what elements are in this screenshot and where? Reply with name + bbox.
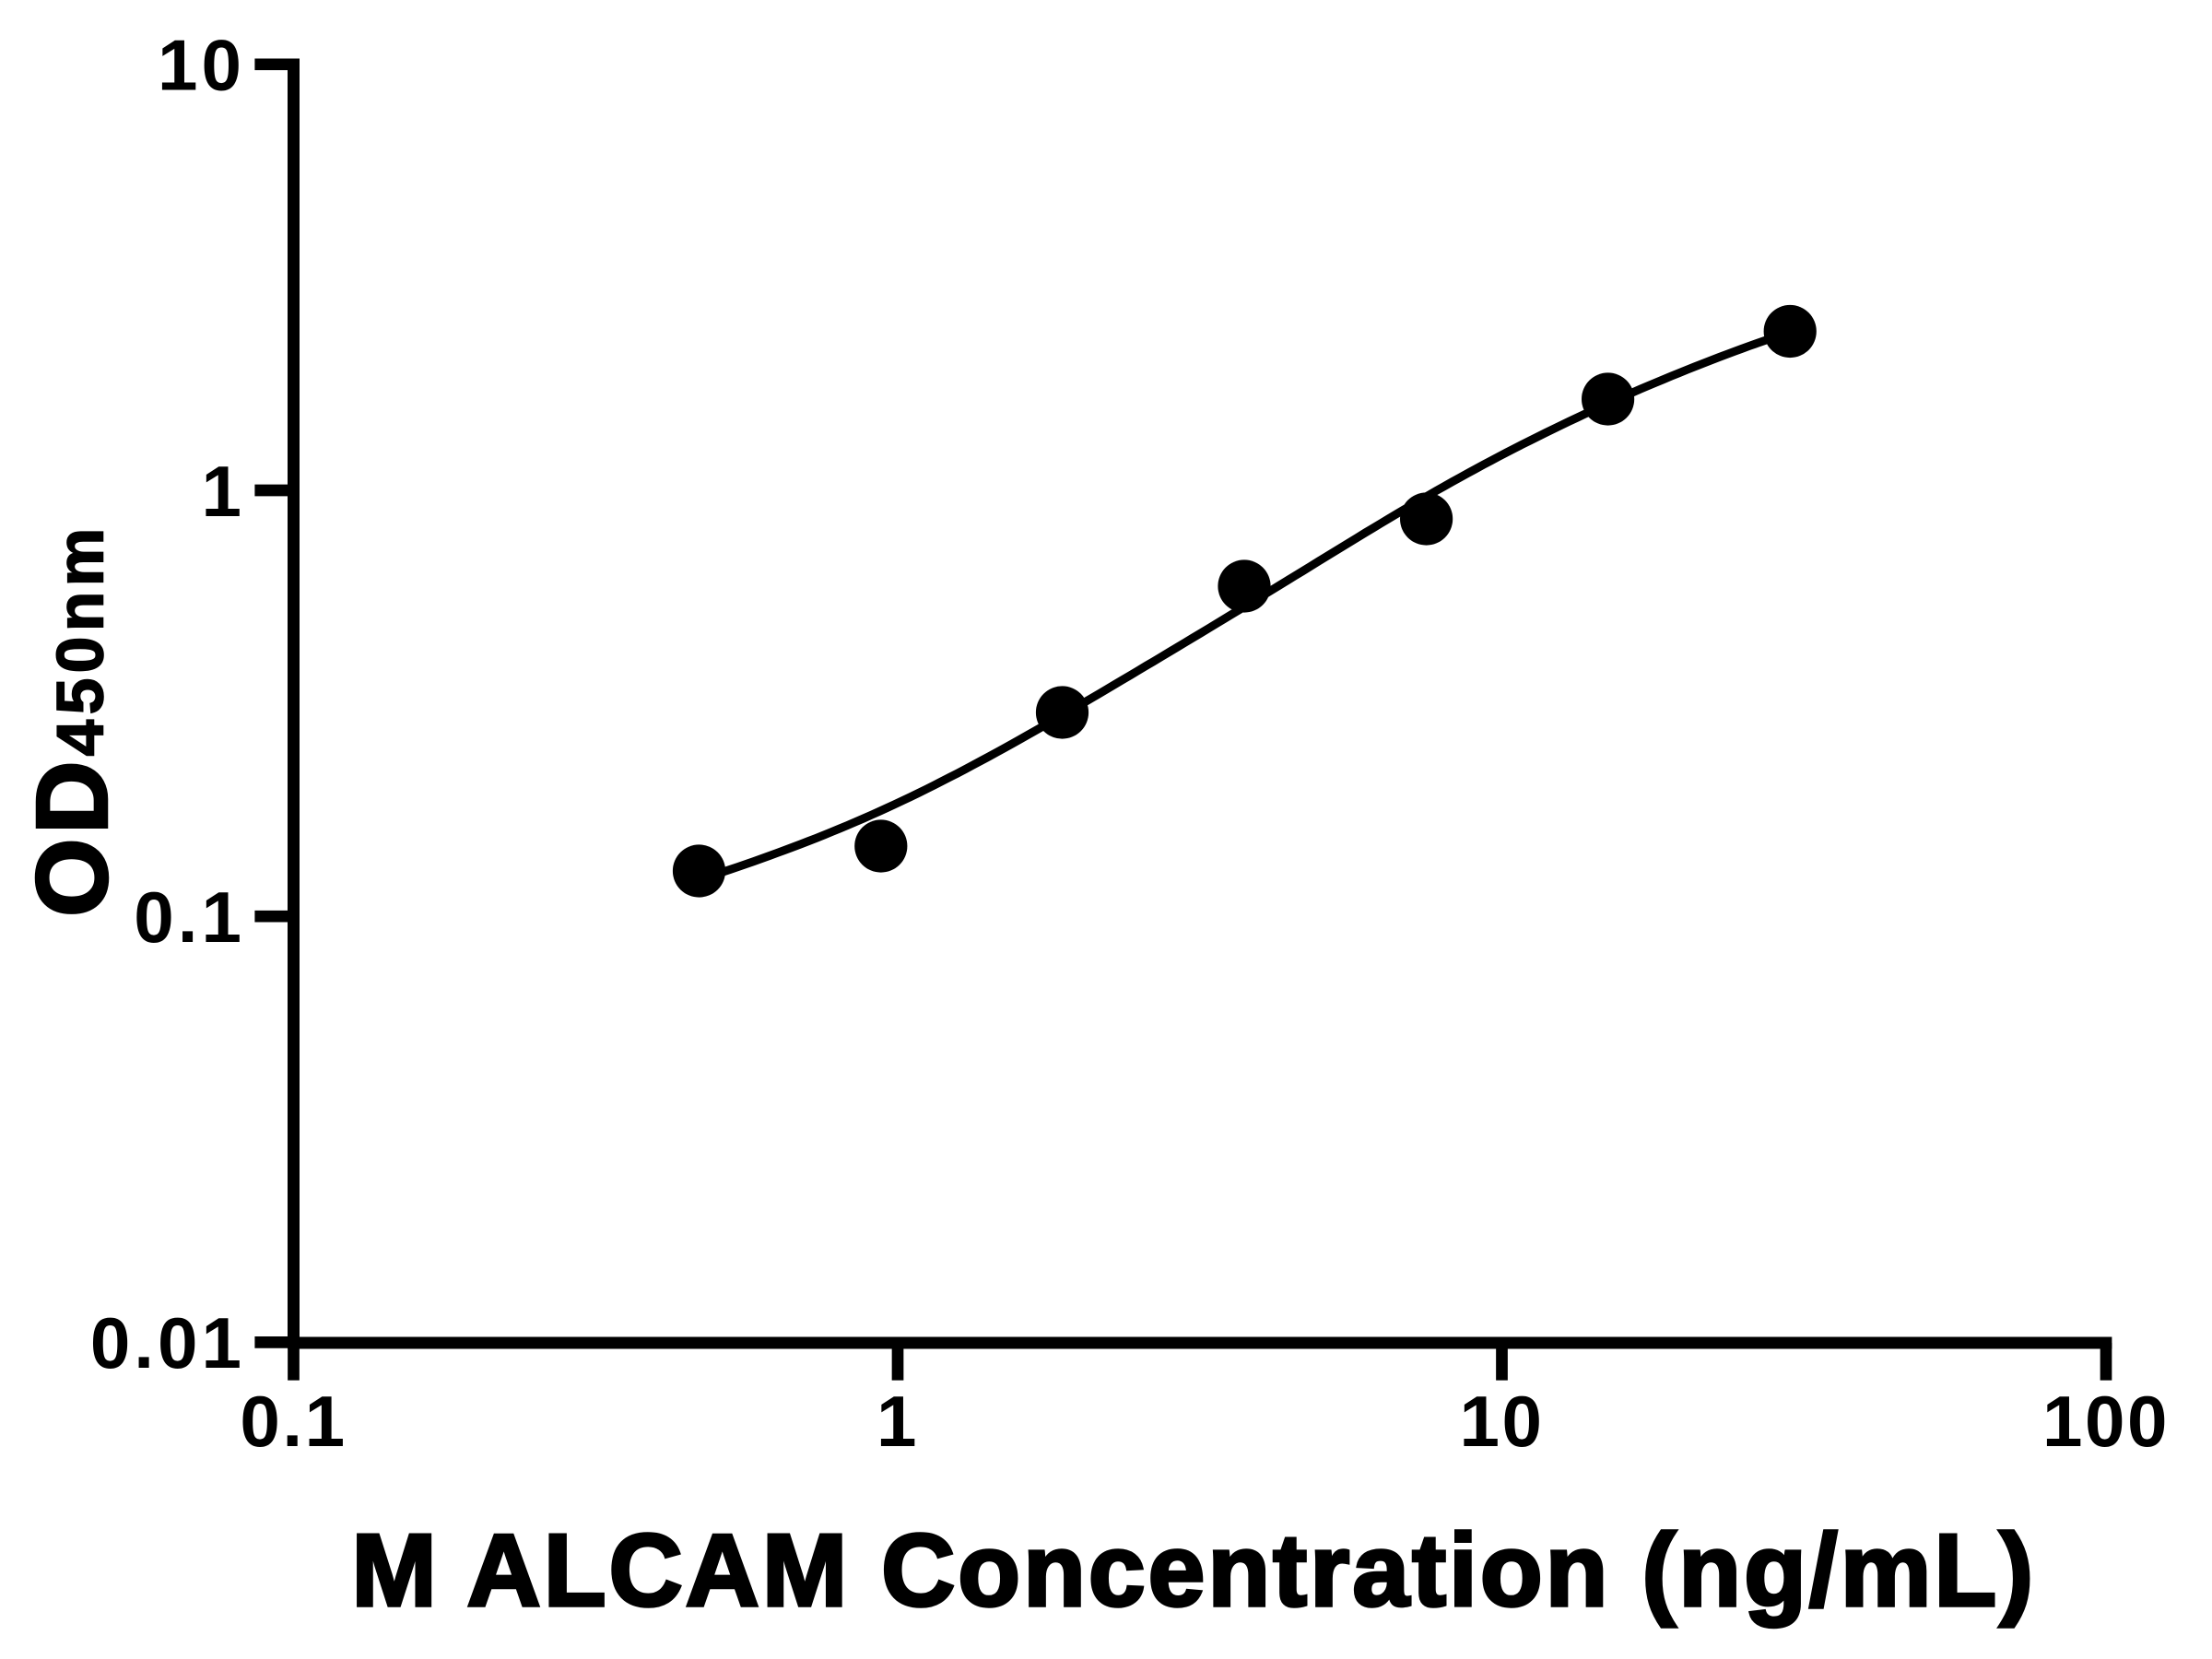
svg-text:1: 1 [202,451,245,532]
svg-text:10: 10 [1460,1381,1545,1462]
svg-text:100: 100 [2042,1381,2170,1462]
svg-text:0.1: 0.1 [134,877,245,958]
svg-text:0.01: 0.01 [90,1302,245,1383]
svg-text:0.1: 0.1 [240,1381,347,1462]
svg-text:10: 10 [158,25,245,106]
svg-text:OD450nm: OD450nm [17,523,129,916]
svg-text:1: 1 [877,1381,919,1462]
svg-text:M ALCAM Concentration (ng/mL): M ALCAM Concentration (ng/mL) [351,1513,2036,1628]
